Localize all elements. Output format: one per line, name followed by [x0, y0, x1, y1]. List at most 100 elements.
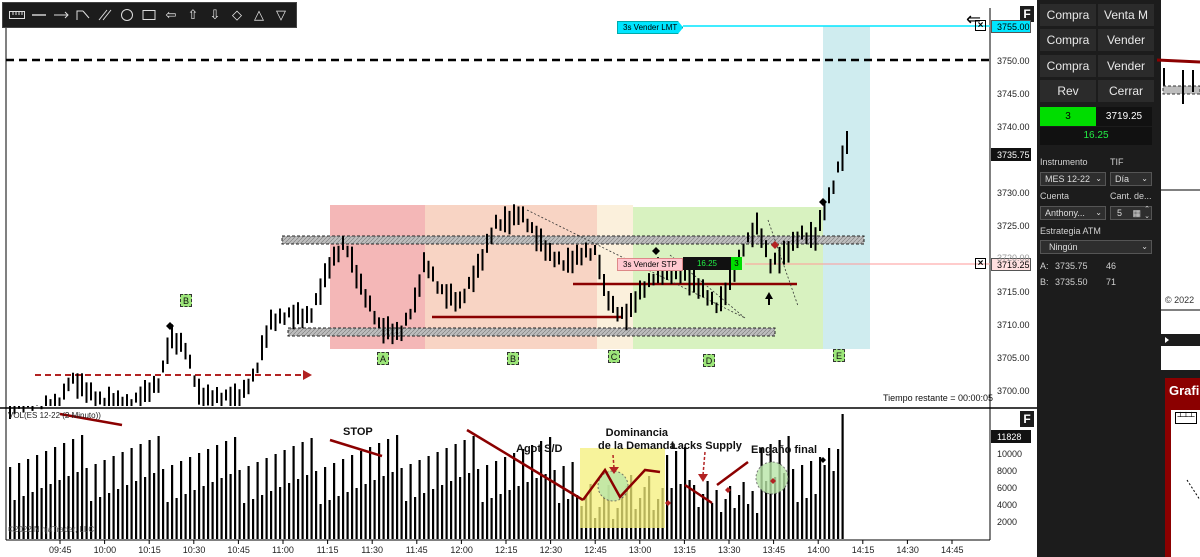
volume-bar [121, 452, 124, 539]
buy-limit-button[interactable]: Compra [1040, 29, 1096, 51]
dominancia-arrow-head [609, 467, 619, 474]
volume-bar [18, 463, 21, 539]
volume-bar [477, 469, 480, 539]
volume-bar [175, 498, 178, 539]
ruler-icon[interactable] [6, 4, 28, 26]
volume-bar [256, 462, 259, 539]
volume-bar [522, 449, 525, 539]
grid-icon[interactable]: ▦ [1132, 208, 1141, 218]
ray-icon[interactable] [50, 4, 72, 26]
volume-panel-f-button[interactable]: F [1020, 411, 1034, 427]
volume-tick: 10000 [997, 449, 1023, 459]
volume-bar [684, 447, 687, 539]
time-tick-label: 12:30 [539, 545, 563, 555]
sell-limit-button[interactable]: Vender [1098, 29, 1154, 51]
triangle-down-icon[interactable]: ▽ [276, 7, 286, 23]
price-chart-canvas[interactable] [0, 0, 1037, 557]
zone-label-e: E [833, 349, 845, 362]
volume-bar [166, 502, 169, 539]
tif-select[interactable]: Día ⌄ [1110, 172, 1152, 186]
horizontal-line-icon[interactable] [28, 4, 50, 26]
volume-bar [702, 494, 705, 539]
atm-strategy-label: Estrategia ATM [1040, 226, 1101, 236]
volume-bar [310, 438, 313, 539]
atm-strategy-select[interactable]: Ningún ⌄ [1040, 240, 1152, 254]
diamond-marker-3 [819, 198, 827, 206]
sell-market-button[interactable]: Venta M [1098, 4, 1154, 26]
volume-bar [733, 508, 736, 539]
volume-bar [774, 477, 777, 539]
diamond-icon[interactable]: ◇ [232, 7, 242, 23]
stop-order-label[interactable]: 3s Vender STP [617, 258, 683, 271]
volume-bar [207, 449, 210, 539]
volume-bar [742, 482, 745, 539]
volume-bar [819, 457, 822, 539]
volume-bar [364, 484, 367, 539]
buy-market-button[interactable]: Compra [1040, 4, 1096, 26]
time-tick-label: 13:15 [673, 545, 696, 555]
parallel-lines-icon[interactable] [94, 4, 116, 26]
volume-bar [9, 467, 12, 539]
price-tag-last: 3735.75 [991, 148, 1031, 161]
limit-order-label[interactable]: 3s Vender LMT [617, 21, 684, 34]
close-position-button[interactable]: Cerrar [1098, 80, 1154, 102]
volume-bar [486, 465, 489, 539]
stop-order-pnl: 16.25 [683, 257, 731, 270]
volume-bar [679, 484, 682, 539]
sell-stop-button[interactable]: Vender [1098, 55, 1154, 77]
volume-bar [382, 476, 385, 539]
polyline-icon[interactable] [72, 4, 94, 26]
volume-bar [99, 497, 102, 539]
side-peek-tab-label[interactable]: Grafi [1169, 383, 1200, 398]
close-chart-arrow-icon[interactable]: ⇐ [966, 9, 982, 30]
volume-bar [508, 490, 511, 539]
volume-bar [94, 464, 97, 539]
volume-bar [292, 446, 295, 539]
volume-bar [405, 501, 408, 539]
time-ticks [59, 540, 953, 544]
volume-bar [427, 456, 430, 539]
arrow-down-icon[interactable]: ⇩ [209, 7, 221, 23]
quantity-label: Cant. de... [1110, 191, 1152, 201]
limit-order-close-icon[interactable]: × [975, 20, 986, 31]
volume-bar [751, 491, 754, 539]
quantity-stepper[interactable]: 5 ▦ ⌃ ⌄ [1110, 206, 1152, 220]
time-tick-label: 11:00 [272, 545, 294, 555]
buy-stop-button[interactable]: Compra [1040, 55, 1096, 77]
volume-bar [274, 454, 277, 539]
volume-bar [90, 501, 93, 539]
arrow-left-icon[interactable]: ⇦ [165, 7, 177, 23]
rectangle-icon[interactable] [138, 4, 160, 26]
arrow-up-icon[interactable]: ⇧ [187, 7, 199, 23]
reverse-button[interactable]: Rev [1040, 80, 1096, 102]
triangle-up-icon[interactable]: △ [254, 7, 264, 23]
volume-bar [526, 482, 529, 539]
volume-bar [792, 469, 795, 539]
chart-area[interactable]: ⇦ ⇧ ⇩ ◇ △ ▽ F ⇐ × × 3755.00 3735.75 3719.25 3… [0, 0, 1037, 557]
volume-bar [495, 461, 498, 539]
instrument-select[interactable]: MES 12-22 ⌄ [1040, 172, 1106, 186]
volume-bar [823, 465, 826, 539]
volume-bar [252, 499, 255, 539]
volume-tick: 8000 [997, 466, 1018, 476]
volume-bar [463, 440, 466, 539]
account-select[interactable]: Anthony... ⌄ [1040, 206, 1106, 220]
volume-bar [72, 439, 75, 539]
price-panel-f-button[interactable]: F [1020, 6, 1034, 22]
volume-bar [531, 445, 534, 539]
volume-bar [369, 447, 372, 539]
account-label: Cuenta [1040, 191, 1070, 201]
ruler-icon[interactable]: ┴┴┴ [1175, 412, 1197, 424]
time-tick-label: 14:00 [807, 545, 830, 555]
price-tag-stop: 3719.25 [991, 258, 1031, 271]
volume-tag-last: 11828 [991, 430, 1031, 443]
stepper-arrows-icon[interactable]: ⌃ ⌄ [1144, 206, 1150, 220]
time-tick-label: 10:00 [93, 545, 117, 555]
lacks-arrow-shaft [702, 451, 706, 476]
price-tick: 3715.00 [997, 287, 1030, 297]
ellipse-icon[interactable] [116, 4, 138, 26]
stop-order-close-icon[interactable]: × [975, 258, 986, 269]
volume-bar [454, 444, 457, 539]
volume-bar [558, 503, 561, 539]
diamond-marker-2 [652, 247, 660, 255]
